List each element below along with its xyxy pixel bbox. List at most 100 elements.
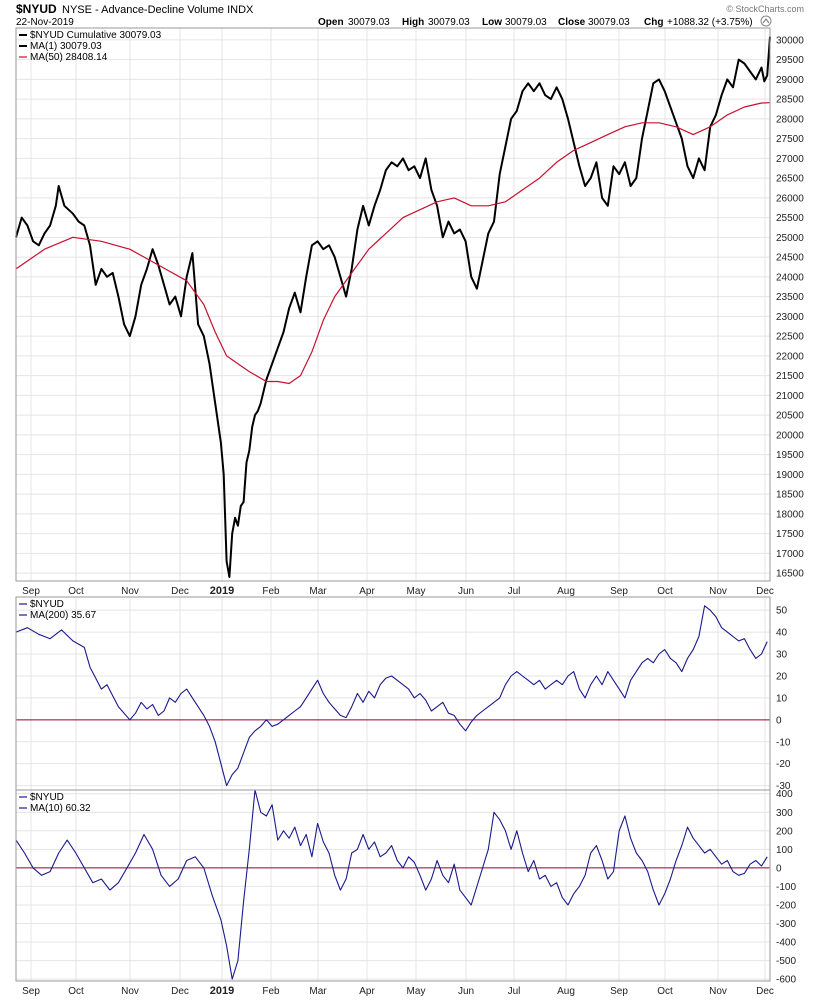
y-tick-label: 22500 [776,332,804,343]
x-tick-label: Apr [359,986,375,997]
legend-item: $NYUD Cumulative 30079.03 [30,30,162,41]
x-tick-label: Nov [121,586,139,597]
x-tick-label: Jul [508,986,521,997]
series-line-ma-200- [15,605,768,787]
x-tick-label: Jul [508,586,521,597]
series-line-ma-50- [15,102,771,385]
y-tick-label: 23500 [776,292,804,303]
y-tick-label: 17500 [776,529,804,540]
header-symbol: $NYUD [16,2,57,16]
legend-item: MA(50) 28408.14 [30,52,108,63]
x-tick-label: Sep [22,586,40,597]
y-tick-label: 27500 [776,134,804,145]
y-tick-label: 20500 [776,411,804,422]
x-tick-label: Dec [171,986,189,997]
y-tick-label: 24500 [776,253,804,264]
y-tick-label: 50 [776,606,788,617]
series-line--nyud-cumulative [15,36,771,578]
y-tick-label: -10 [776,737,791,748]
y-tick-label: 17000 [776,549,804,560]
x-tick-label: Nov [709,986,727,997]
header-chg-value: +1088.32 (+3.75%) [667,17,753,28]
x-tick-label: Feb [262,586,280,597]
y-tick-label: 0 [776,715,782,726]
x-tick-label: 2019 [210,585,234,597]
series-line-ma-10- [15,789,768,980]
x-tick-label: Sep [610,986,628,997]
x-tick-label: Apr [359,586,375,597]
header-chg-label: Chg [644,17,663,28]
x-tick-label: Nov [709,586,727,597]
x-tick-label: Nov [121,986,139,997]
y-tick-label: -300 [776,919,796,930]
y-tick-label: 25500 [776,213,804,224]
y-tick-label: -400 [776,938,796,949]
chevron-up-icon[interactable] [760,15,772,27]
x-tick-label: Mar [309,586,327,597]
x-tick-label: Oct [657,986,673,997]
y-tick-label: 28000 [776,114,804,125]
y-tick-label: 18000 [776,509,804,520]
panel-ma10: -600 -500 -400 -300 -200 -100 0 100 200 300 400 $NY… [15,789,796,997]
y-tick-label: -30 [776,781,791,792]
y-tick-label: 24000 [776,272,804,283]
y-tick-label: 25000 [776,233,804,244]
y-tick-label: 26000 [776,193,804,204]
header-close-label: Close [558,17,586,28]
x-tick-label: Oct [68,986,84,997]
x-tick-label: May [407,586,426,597]
x-tick-label: Oct [657,586,673,597]
y-tick-label: 40 [776,628,788,639]
header-low-value: 30079.03 [505,17,547,28]
y-tick-label: 30000 [776,35,804,46]
y-tick-label: 18500 [776,490,804,501]
header-date: 22-Nov-2019 [16,17,74,28]
y-tick-label: 0 [776,863,782,874]
header-low-label: Low [482,17,502,28]
x-tick-label: Jun [458,986,474,997]
y-tick-label: 29500 [776,55,804,66]
y-tick-label: 19000 [776,470,804,481]
legend-item: MA(200) 35.67 [30,610,97,621]
header-open-value: 30079.03 [348,17,390,28]
y-tick-label: -200 [776,900,796,911]
y-tick-label: 27000 [776,154,804,165]
x-tick-label: Feb [262,986,280,997]
legend-item: $NYUD [30,792,64,803]
x-tick-label: Jun [458,586,474,597]
x-tick-label: Aug [557,986,575,997]
y-tick-label: 200 [776,826,793,837]
watermark: © StockCharts.com [726,4,804,14]
x-tick-label: Mar [309,986,327,997]
y-tick-label: 100 [776,845,793,856]
y-tick-label: 20 [776,671,788,682]
header-close-value: 30079.03 [588,17,630,28]
y-tick-label: 28500 [776,95,804,106]
header-open-label: Open [318,17,344,28]
y-tick-label: -600 [776,975,796,986]
legend-item: $NYUD [30,599,64,610]
header-high-value: 30079.03 [428,17,470,28]
y-tick-label: 20000 [776,430,804,441]
x-tick-label: Dec [171,586,189,597]
x-tick-label: Sep [610,586,628,597]
panel-frame [15,27,771,582]
header-description: NYSE - Advance-Decline Volume INDX [62,4,254,16]
x-tick-label: Dec [756,986,774,997]
x-tick-label: Aug [557,586,575,597]
y-tick-label: -500 [776,956,796,967]
y-tick-label: 21500 [776,371,804,382]
panel-frame [15,789,771,982]
y-tick-label: 400 [776,789,793,800]
x-tick-label: 2019 [210,985,234,997]
y-tick-label: 30 [776,650,788,661]
legend-item: MA(10) 60.32 [30,803,91,814]
panel-main: 16500 17000 17500 18000 18500 19000 19500 20000… [15,27,804,597]
x-tick-label: Dec [756,586,774,597]
legend-item: MA(1) 30079.03 [30,41,102,52]
y-tick-label: 19500 [776,450,804,461]
